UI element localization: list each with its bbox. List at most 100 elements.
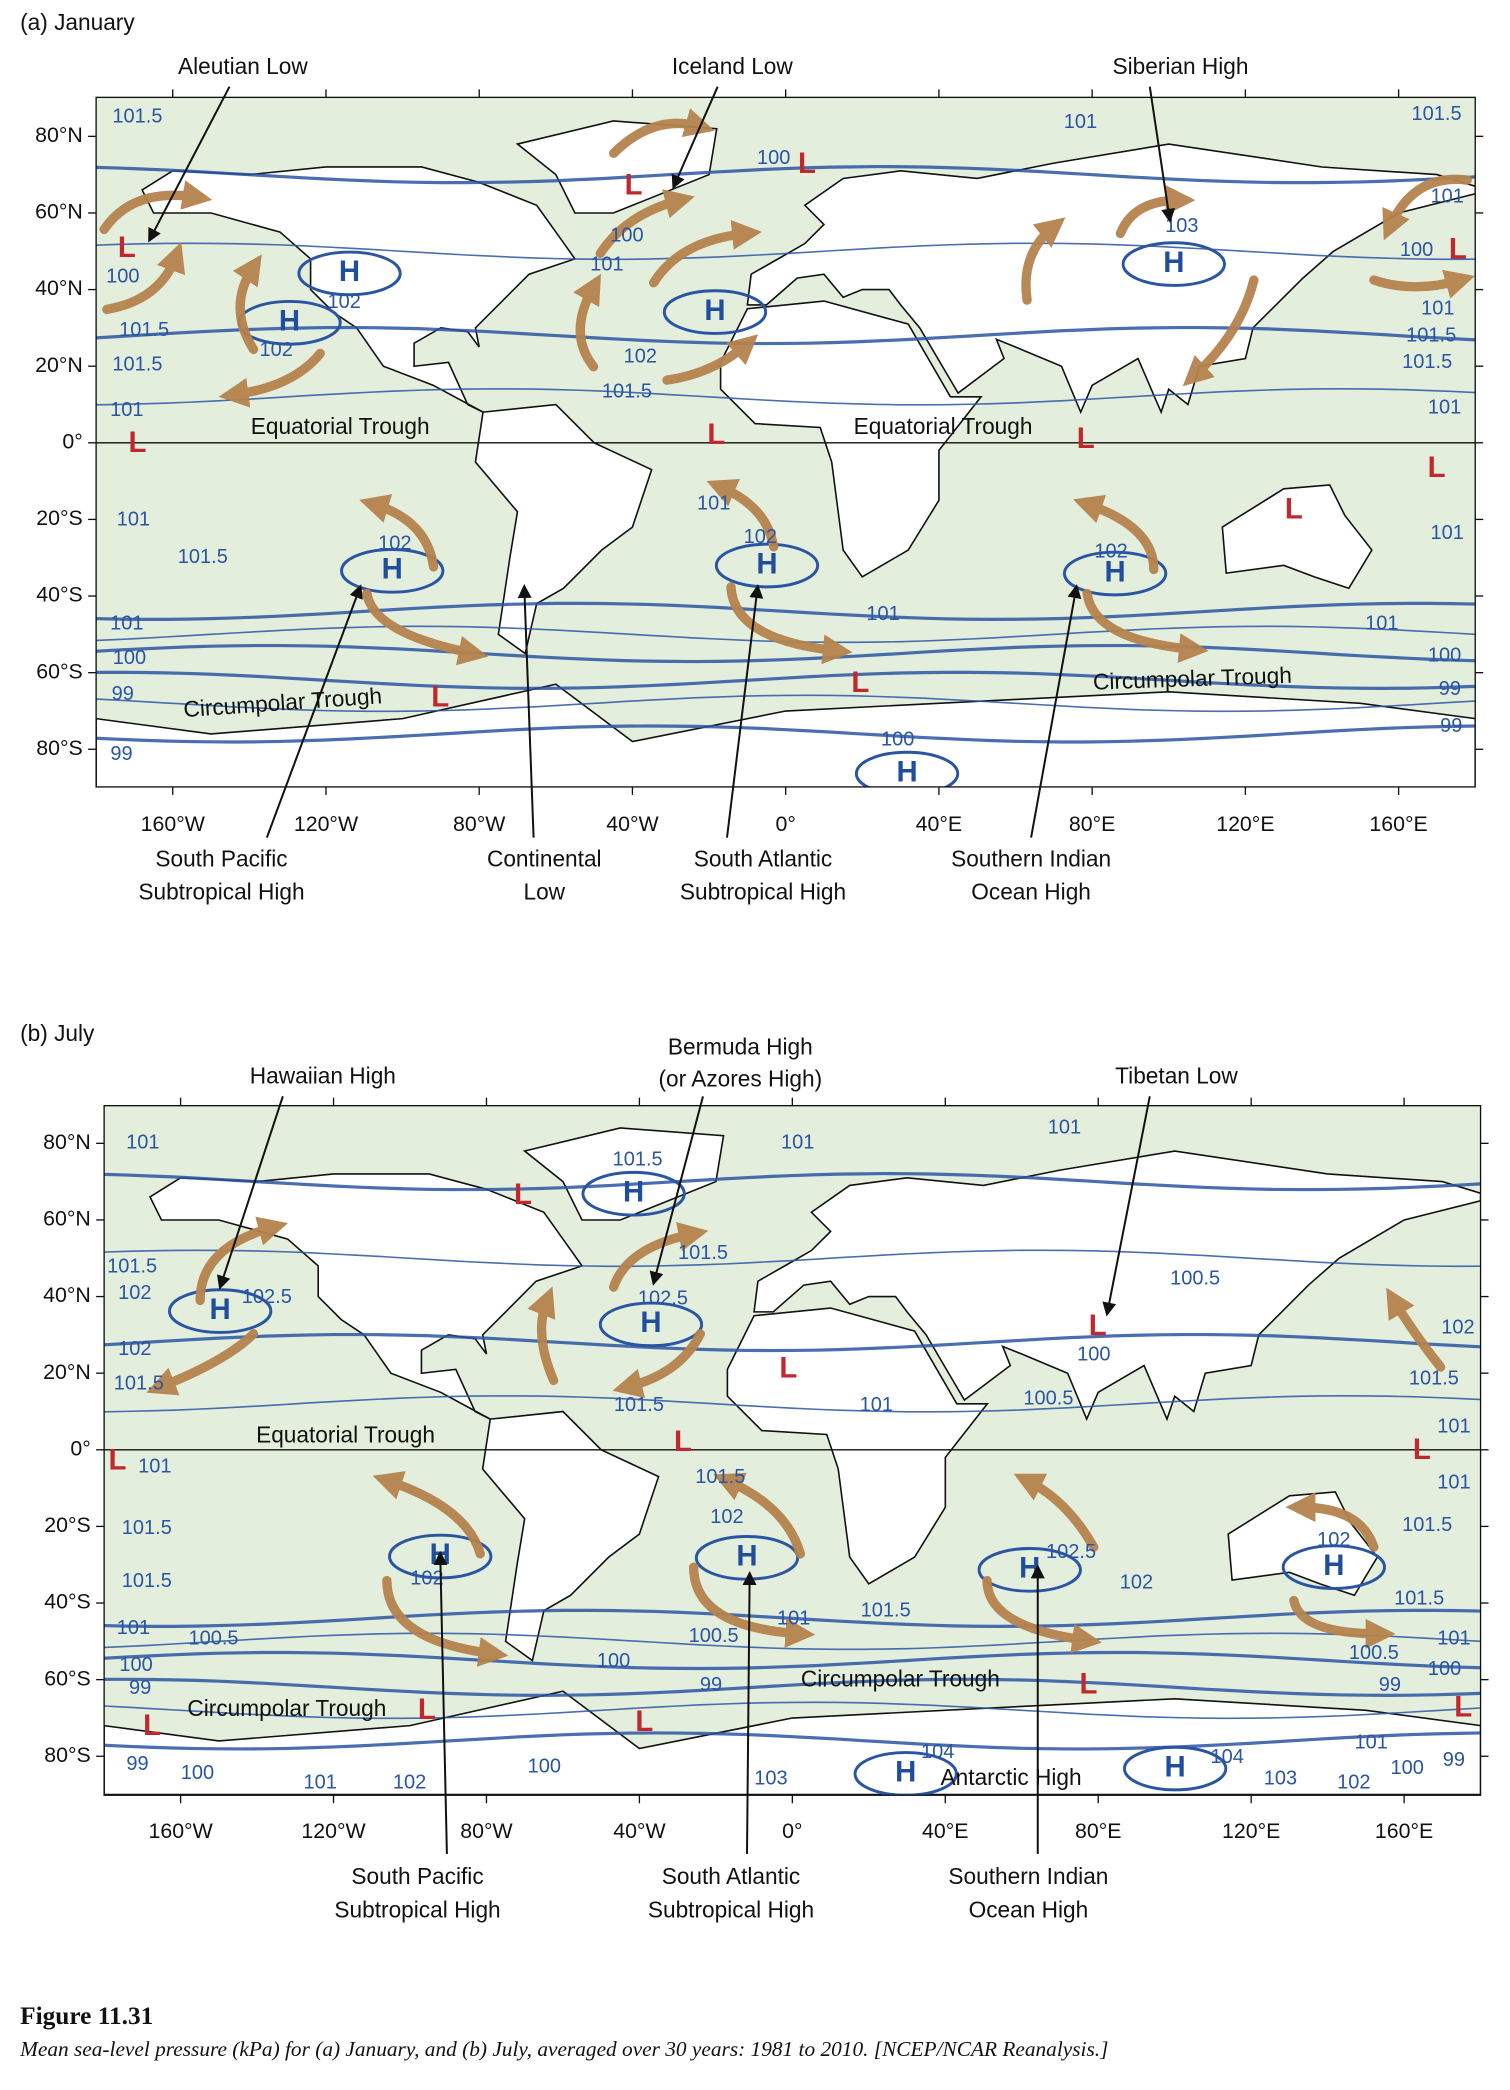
isobar-ring — [297, 250, 402, 297]
isobar — [104, 1394, 1481, 1413]
isobar-label: 101 — [1064, 111, 1097, 133]
feature-label: Equatorial Trough — [854, 413, 1033, 439]
isobar — [104, 1171, 1481, 1192]
isobar-label: 101 — [1421, 298, 1454, 320]
feature-label: Antarctic High — [941, 1764, 1082, 1790]
wind-arrow — [232, 254, 262, 355]
lon-label: 80°W — [453, 812, 506, 836]
pressure-center: H — [210, 1293, 231, 1326]
pressure-center: L — [674, 1425, 692, 1458]
isobar-label: 101.5 — [112, 106, 162, 128]
isobar-label: 101 — [1048, 1117, 1081, 1139]
pressure-center: H — [895, 1756, 916, 1789]
isobar-ring — [1281, 1544, 1387, 1590]
isobar-label: 101 — [866, 603, 899, 625]
isobar-label: 101.5 — [678, 1242, 728, 1264]
isobar-label: 99 — [1440, 715, 1462, 737]
wind-arrow — [527, 1286, 559, 1386]
wind-arrow — [612, 1329, 705, 1398]
isobar-label: 102 — [744, 526, 777, 548]
isobar-label: 101.5 — [1394, 1587, 1444, 1609]
isobar-label: 101.5 — [613, 1149, 663, 1171]
isobar-label: 99 — [700, 1674, 722, 1696]
isobar — [96, 242, 1476, 261]
lon-label: 0° — [782, 1819, 802, 1843]
landmass — [726, 1307, 989, 1585]
isobar-label: 102 — [118, 1338, 151, 1360]
isobar-label: 101.5 — [119, 319, 169, 341]
isobar-label: 101.5 — [178, 546, 228, 568]
pressure-center: L — [851, 666, 869, 699]
isobar — [96, 164, 1476, 185]
isobar-ring — [977, 1547, 1082, 1593]
isobar — [96, 601, 1476, 621]
isobar-ring — [1121, 241, 1226, 287]
isobar-label: 100 — [1428, 1658, 1461, 1680]
isobar-label: 101 — [117, 1617, 150, 1639]
landmass — [1221, 484, 1373, 590]
isobar-ring — [340, 548, 445, 594]
lon-label: 160°W — [141, 812, 206, 836]
lat-label: 60°S — [44, 1666, 90, 1690]
wind-arrow — [1285, 1492, 1379, 1552]
callout-label: South Pacific — [351, 1863, 483, 1889]
isobar-label: 99 — [129, 1677, 151, 1699]
isobar-label: 100 — [119, 1654, 152, 1676]
wind-arrow — [573, 273, 602, 372]
lat-label: 0° — [62, 429, 82, 453]
pressure-center: L — [625, 168, 643, 201]
isobar-label: 101 — [860, 1394, 893, 1416]
wind-arrow — [99, 180, 213, 235]
callout-pointer — [433, 1551, 448, 1854]
wind-arrow — [372, 1471, 485, 1559]
isobar-label: 101 — [1437, 1415, 1470, 1437]
landmass — [753, 1150, 1481, 1422]
isobar-ring — [662, 289, 768, 335]
lat-label: 60°N — [43, 1207, 91, 1231]
map-area — [104, 1127, 1481, 1796]
wind-arrow — [382, 1575, 509, 1667]
callout-label: Iceland Low — [672, 53, 794, 79]
landmass — [141, 166, 577, 413]
wind-arrow — [362, 588, 489, 666]
isobar-label: 102 — [259, 339, 292, 361]
lat-label: 40°N — [43, 1283, 91, 1307]
callout-pointer — [148, 86, 231, 243]
lat-label: 20°N — [35, 353, 83, 377]
pressure-center: L — [1089, 1309, 1107, 1342]
pressure-center: H — [1165, 1750, 1186, 1783]
isobar-label: 102 — [1337, 1772, 1370, 1794]
isobar-label: 102 — [1317, 1529, 1350, 1551]
pressure-center: H — [382, 553, 403, 586]
isobar-label: 101.5 — [1409, 1367, 1459, 1389]
lon-label: 40°W — [606, 812, 659, 836]
isobar-ring — [1062, 550, 1168, 597]
lat-label: 60°S — [36, 659, 82, 683]
isobar-label: 102 — [410, 1567, 443, 1589]
wind-arrow — [1382, 174, 1472, 241]
isobar-label: 104 — [921, 1741, 954, 1763]
lat-label: 80°N — [43, 1130, 91, 1154]
pressure-center: L — [1077, 422, 1095, 455]
isobar-label: 101.5 — [122, 1517, 172, 1539]
lon-label: 80°W — [460, 1819, 513, 1843]
isobar-label: 101 — [1437, 1627, 1470, 1649]
lon-label: 160°E — [1375, 1819, 1433, 1843]
callout-label: Subtropical High — [648, 1896, 814, 1922]
wind-arrow — [648, 220, 762, 288]
landmass — [481, 1410, 660, 1662]
callout-label: South Pacific — [155, 845, 287, 871]
isobar-label: 101 — [777, 1607, 810, 1629]
isobar-label: 101.5 — [1402, 351, 1452, 373]
isobar-label: 100.5 — [188, 1627, 238, 1649]
isobar-label: 102 — [378, 532, 411, 554]
wind-arrow — [1072, 494, 1159, 575]
wind-arrow — [982, 1575, 1102, 1654]
isobar-label: 100.5 — [689, 1625, 739, 1647]
isobar-label: 99 — [126, 1753, 148, 1775]
pressure-center: H — [339, 255, 360, 288]
lat-label: 40°S — [36, 583, 82, 607]
wind-arrow — [359, 494, 439, 572]
pressure-center: H — [736, 1540, 757, 1573]
isobar — [104, 1632, 1481, 1651]
